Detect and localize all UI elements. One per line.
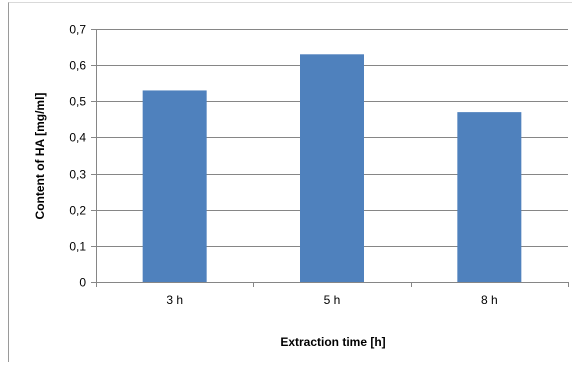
bar-3h: [142, 90, 207, 282]
y-tick-label: 0,3: [69, 168, 86, 182]
x-tick-label: 5 h: [324, 293, 341, 307]
y-tick-label: 0: [79, 276, 86, 290]
x-tick-labels: 3 h 5 h 8 h: [166, 293, 497, 307]
bars: [142, 54, 522, 282]
x-axis-title: Extraction time [h]: [280, 335, 385, 349]
y-tick-label: 0,7: [69, 23, 86, 37]
axes: [91, 29, 569, 287]
y-tick-label: 0,5: [69, 95, 86, 109]
y-axis-title: Content of HA [mg/ml]: [33, 93, 47, 220]
x-tick-label: 8 h: [481, 293, 498, 307]
x-tick-label: 3 h: [166, 293, 183, 307]
y-tick-label: 0,1: [69, 240, 86, 254]
y-tick-label: 0,2: [69, 204, 86, 218]
y-tick-label: 0,4: [69, 131, 86, 145]
bar-8h: [457, 112, 522, 282]
y-tick-label: 0,6: [69, 59, 86, 73]
bar-5h: [300, 54, 364, 282]
y-tick-labels: 0 0,1 0,2 0,3 0,4 0,5 0,6 0,7: [69, 23, 86, 290]
